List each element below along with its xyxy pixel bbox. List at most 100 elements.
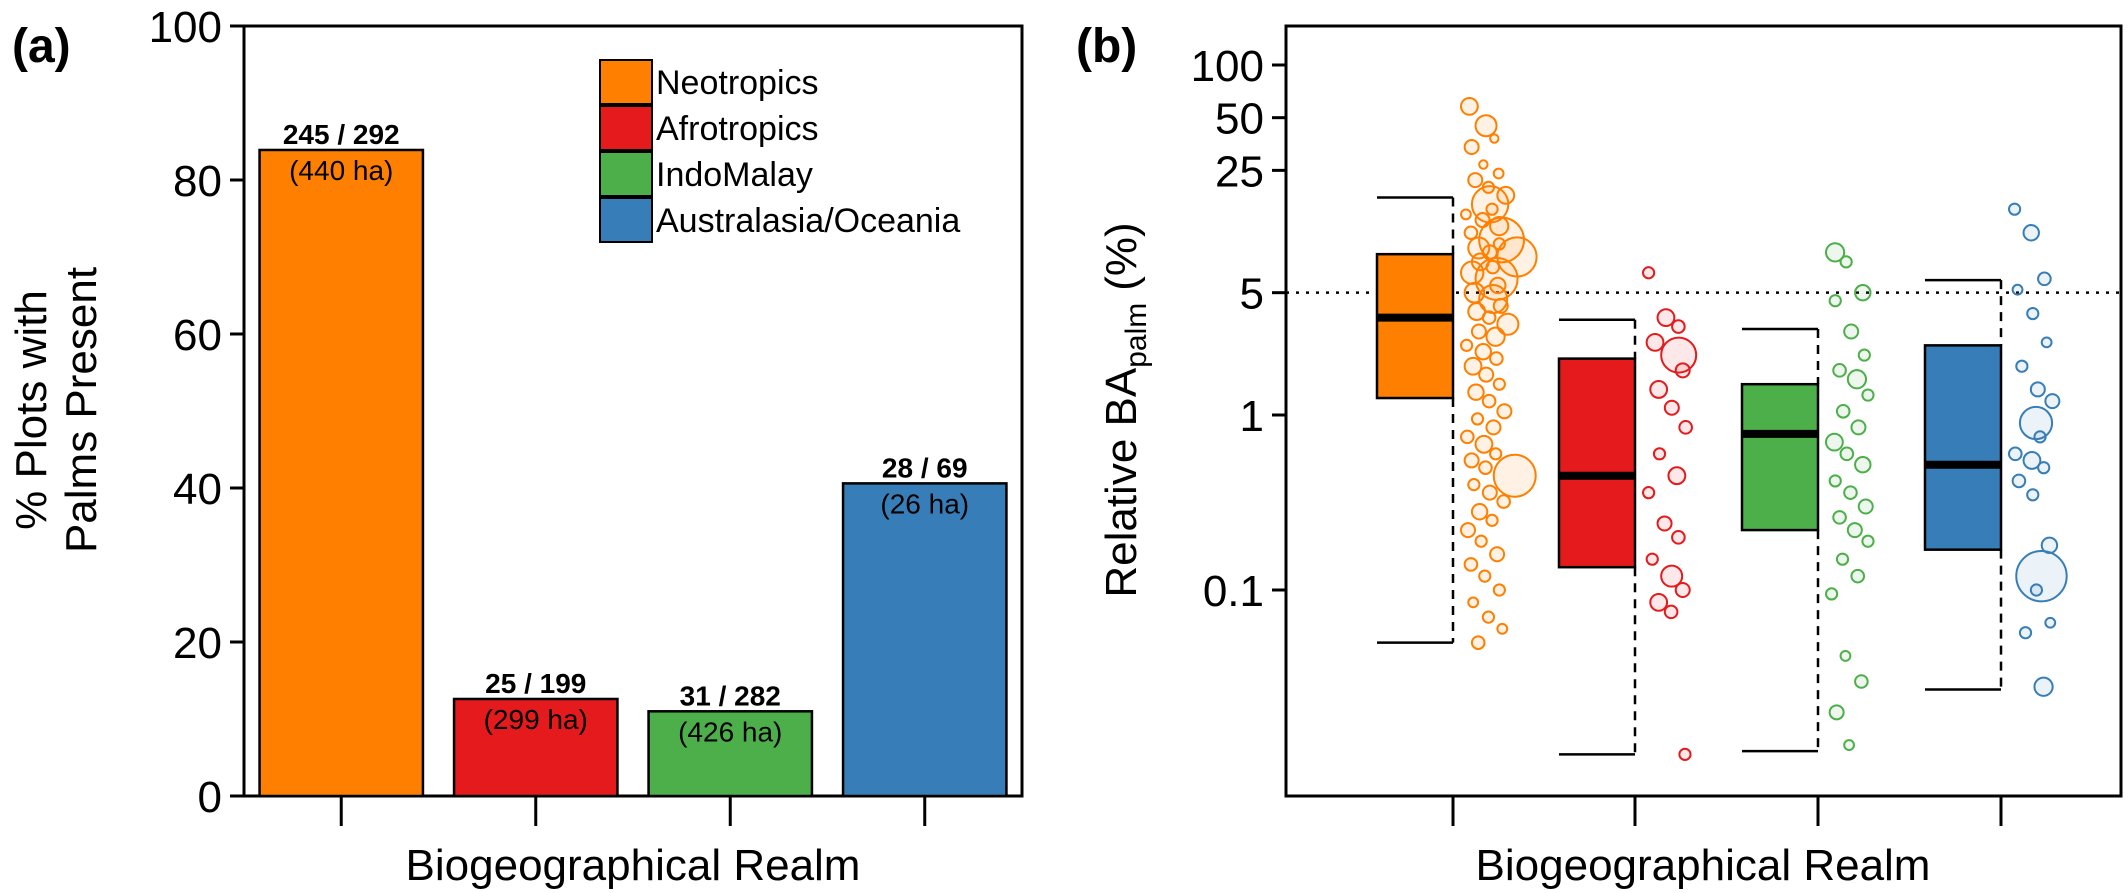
- data-point: [1846, 522, 1863, 539]
- data-point: [2022, 224, 2040, 242]
- bar-count-label: 245 / 292: [283, 119, 400, 150]
- data-point: [2037, 271, 2052, 287]
- data-point: [1481, 610, 1496, 624]
- legend-label: Afrotropics: [656, 110, 819, 148]
- data-point: [1671, 530, 1686, 545]
- data-point: [2018, 626, 2033, 640]
- data-point: [1671, 319, 1686, 334]
- data-point: [1492, 167, 1505, 180]
- data-point: [2011, 283, 2024, 296]
- data-point: [1485, 202, 1499, 216]
- y-tick-label: 80: [173, 157, 222, 206]
- data-point: [1492, 297, 1509, 314]
- data-point: [1656, 515, 1673, 532]
- data-point: [1678, 747, 1692, 761]
- data-point: [1467, 172, 1484, 189]
- data-point: [1460, 208, 1472, 221]
- y-tick-label: 60: [173, 311, 222, 360]
- y-tick-label: 0: [198, 773, 222, 822]
- data-point: [1835, 403, 1851, 419]
- data-point: [1663, 399, 1680, 416]
- data-point: [1463, 452, 1480, 469]
- data-point: [1478, 366, 1495, 383]
- y-tick-label: 100: [149, 3, 222, 52]
- panel-b-y-axis-title-unit: (%): [1097, 222, 1146, 290]
- data-point: [1667, 466, 1687, 486]
- data-point: [1828, 704, 1845, 721]
- data-point: [1846, 369, 1868, 390]
- data-point: [1645, 332, 1665, 352]
- panel-a-legend: Neotropics Afrotropics IndoMalay Australasi…: [599, 59, 960, 243]
- legend-label: Australasia/Oceania: [656, 202, 960, 240]
- data-point: [2044, 393, 2061, 410]
- data-point: [1481, 484, 1498, 501]
- data-point: [1492, 583, 1506, 597]
- y-tick-label: 50: [1215, 95, 1264, 144]
- data-point: [1478, 159, 1489, 170]
- data-point: [1470, 635, 1486, 650]
- legend-swatch: [599, 151, 653, 197]
- bar-area-label: (426 ha): [678, 716, 782, 747]
- data-point: [1474, 434, 1494, 454]
- data-point: [1485, 513, 1499, 527]
- bar-area-label: (26 ha): [880, 488, 969, 519]
- data-point: [2008, 446, 2023, 462]
- data-point: [1674, 362, 1691, 379]
- panel-a-plot-frame: [242, 24, 1024, 798]
- data-point: [1467, 596, 1480, 609]
- data-point: [1474, 114, 1498, 138]
- data-point: [1839, 255, 1853, 269]
- panel-b-points: [1460, 97, 2068, 761]
- data-point: [1463, 557, 1479, 572]
- data-point: [1850, 568, 1866, 584]
- y-tick-label: 25: [1215, 147, 1264, 196]
- data-point: [1463, 356, 1483, 376]
- data-point: [1660, 564, 1684, 588]
- panel-a-bar-chart: (a) 0 20 40 60 80 100 245 / 292 (440 ha) 25 / 1…: [7, 3, 1024, 890]
- data-point: [1854, 283, 1872, 302]
- data-point: [2029, 381, 2046, 398]
- legend-swatch: [599, 197, 653, 243]
- legend-label: Neotropics: [656, 64, 819, 102]
- data-point: [2033, 676, 2054, 697]
- panel-a-y-axis-title-line2: Palms Present: [57, 267, 106, 553]
- bar-count-label: 31 / 282: [680, 680, 781, 711]
- data-point: [1656, 308, 1676, 328]
- data-point: [1485, 419, 1502, 436]
- data-point: [1470, 323, 1487, 340]
- panel-b-x-axis: [1451, 796, 2003, 826]
- data-point: [1645, 552, 1659, 566]
- data-point: [2022, 451, 2042, 470]
- box-afrotropics: [1557, 357, 1637, 569]
- box-australasia-oceania: [1923, 344, 2003, 551]
- data-point: [1854, 674, 1869, 689]
- data-point: [1857, 348, 1871, 362]
- data-point: [2011, 473, 2027, 489]
- data-point: [1825, 587, 1839, 601]
- data-point: [1660, 336, 1698, 374]
- y-tick-label: 1: [1240, 392, 1264, 441]
- data-point: [1463, 225, 1479, 241]
- data-point: [2026, 306, 2040, 321]
- data-point: [1652, 447, 1667, 461]
- data-point: [1832, 363, 1847, 378]
- data-point: [1839, 650, 1852, 662]
- data-point: [1642, 266, 1656, 280]
- data-point: [1496, 403, 1513, 420]
- data-point: [2044, 616, 2057, 629]
- data-point: [1663, 604, 1679, 620]
- data-point: [1678, 420, 1693, 435]
- data-point: [2037, 461, 2051, 475]
- data-point: [1470, 412, 1485, 426]
- legend-label: IndoMalay: [656, 156, 813, 194]
- panel-b-y-axis-title-sub: palm: [1120, 303, 1153, 368]
- data-point: [1649, 592, 1669, 612]
- y-tick-label: 40: [173, 465, 222, 514]
- y-tick-label: 100: [1191, 42, 1264, 91]
- data-point: [2033, 430, 2047, 444]
- panel-b-label: (b): [1076, 20, 1137, 73]
- bar-area-label: (299 ha): [484, 704, 588, 735]
- data-point: [1649, 380, 1669, 399]
